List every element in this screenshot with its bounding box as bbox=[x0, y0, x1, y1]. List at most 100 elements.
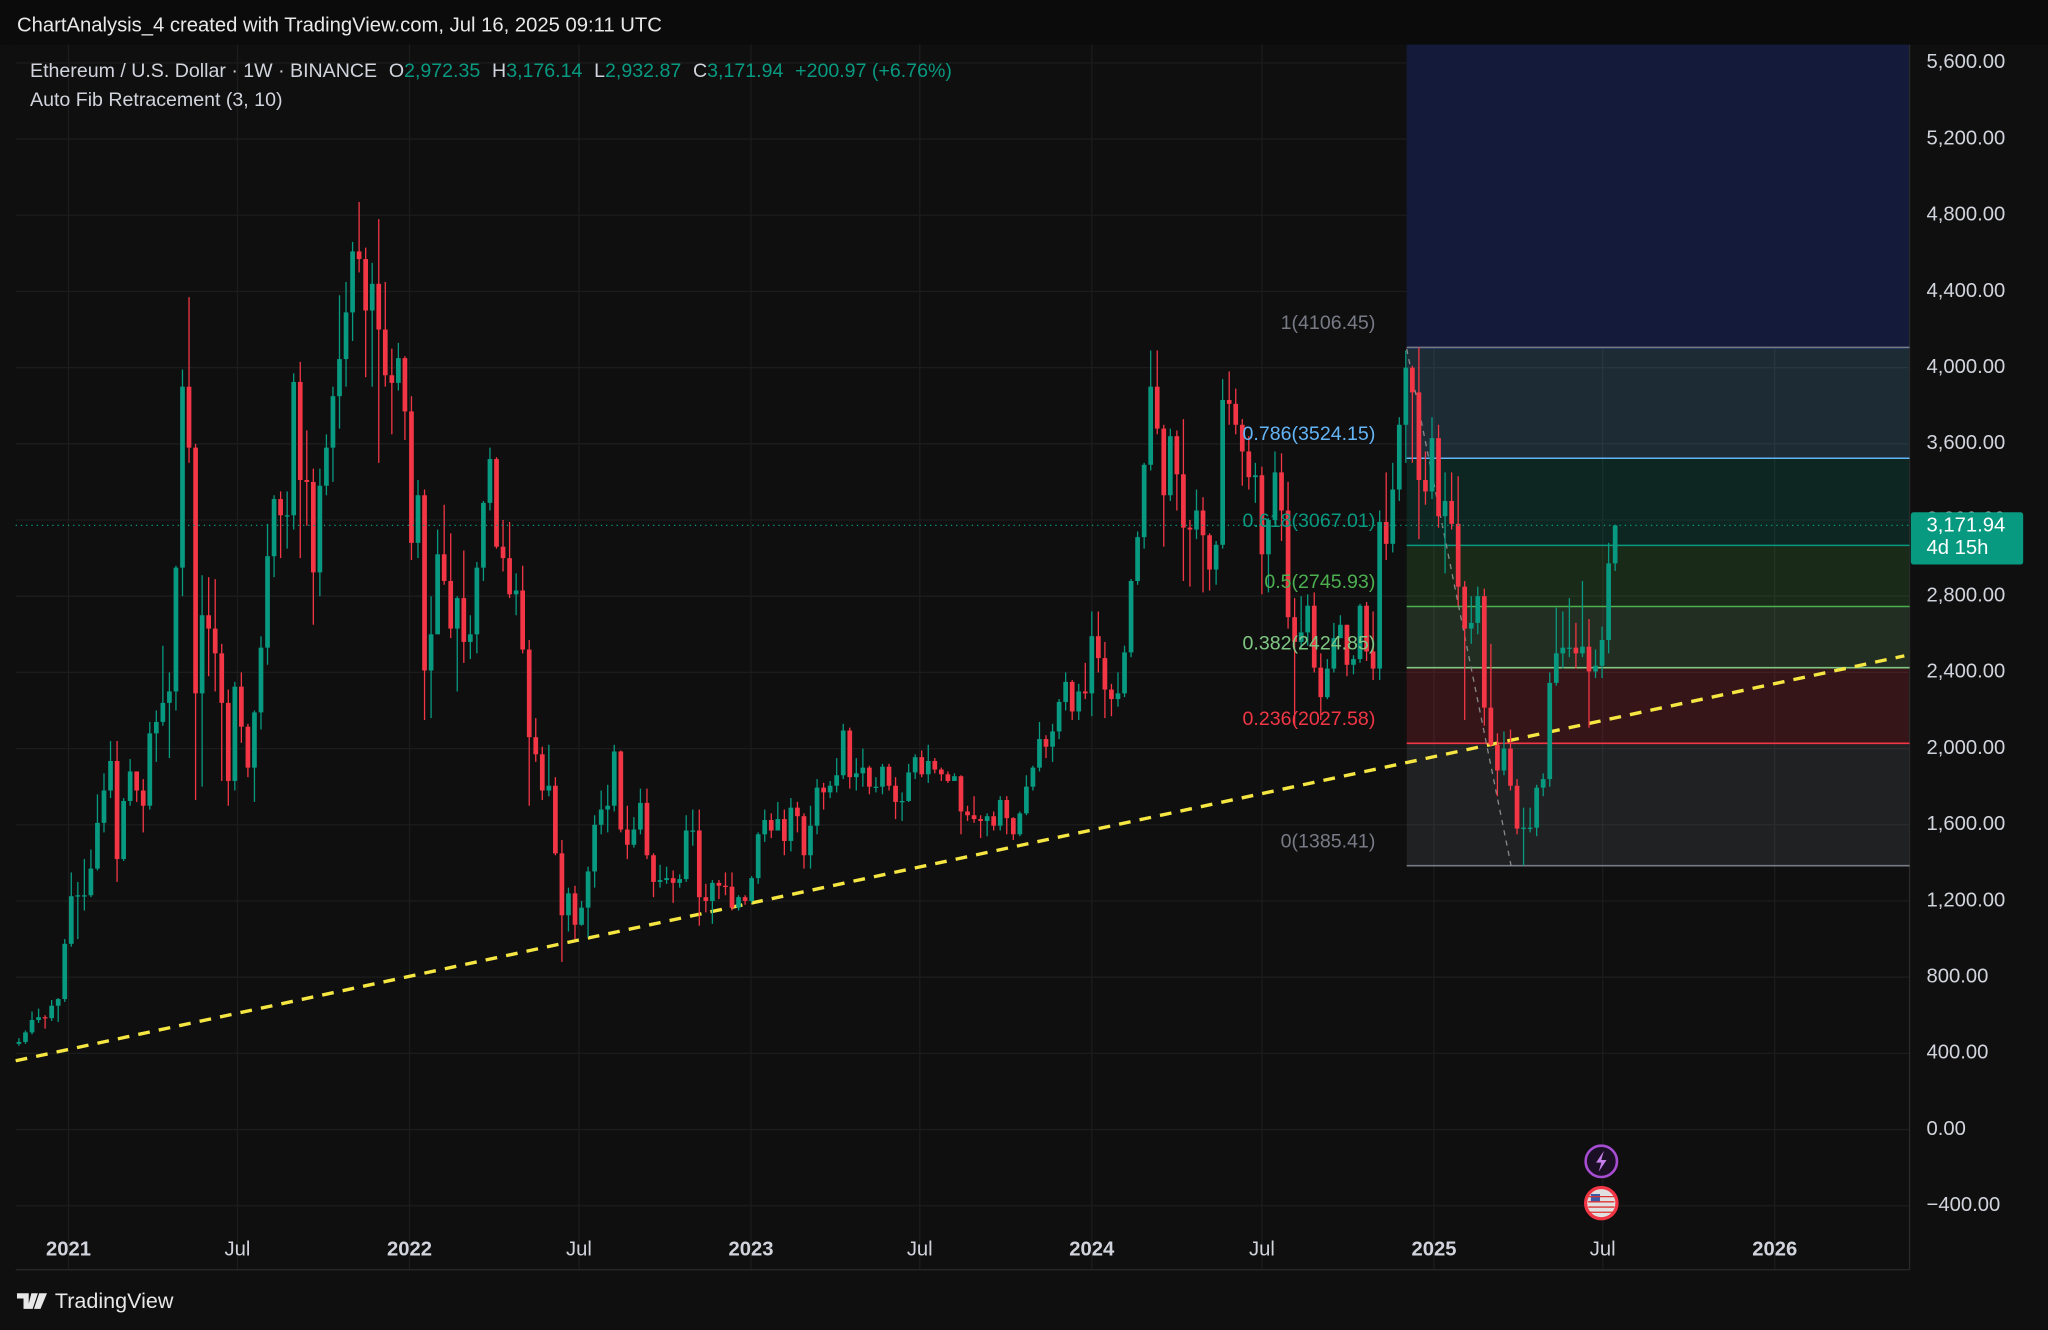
candle-body bbox=[304, 480, 310, 482]
candle-body bbox=[781, 819, 787, 841]
candle-body bbox=[363, 259, 369, 311]
candle-body bbox=[1305, 605, 1311, 633]
candle-body bbox=[696, 830, 702, 898]
candle-body bbox=[971, 815, 977, 820]
candle-body bbox=[1553, 653, 1559, 683]
candle-body bbox=[834, 775, 840, 786]
candle-body bbox=[749, 878, 754, 901]
fib-zone bbox=[1406, 347, 1910, 459]
candle-body bbox=[1383, 521, 1389, 544]
candle-body bbox=[1351, 659, 1356, 665]
legend-line: Ethereum / U.S. Dollar · 1W · BINANCE O 2,… bbox=[30, 60, 952, 82]
candle-body bbox=[199, 615, 205, 694]
candle-body bbox=[278, 499, 283, 516]
candle-body bbox=[965, 811, 970, 816]
candle-body bbox=[1285, 510, 1291, 618]
logo-icon bbox=[16, 1293, 48, 1309]
candle-body bbox=[899, 800, 905, 803]
y-tick-label: 0.00 bbox=[1927, 1118, 1966, 1140]
candle-body bbox=[1213, 544, 1219, 570]
candle-body bbox=[651, 855, 656, 882]
candle-body bbox=[1436, 438, 1441, 517]
last-price-box bbox=[1910, 512, 2024, 565]
ohlc-value: 2,932.87 bbox=[605, 60, 681, 82]
candle-body bbox=[317, 485, 323, 573]
symbol: Ethereum / U.S. Dollar · 1W · BINANCE bbox=[30, 60, 377, 82]
candle-body bbox=[1567, 647, 1572, 649]
candle-body bbox=[180, 386, 185, 568]
candle-body bbox=[906, 772, 911, 801]
candle-body bbox=[690, 830, 696, 832]
event-icon-bolt bbox=[1596, 1150, 1607, 1172]
candle-body bbox=[1403, 367, 1409, 425]
candle-body bbox=[1495, 744, 1500, 771]
candle-body bbox=[801, 816, 807, 856]
candle-body bbox=[55, 999, 61, 1006]
candle-body bbox=[245, 726, 251, 768]
candle-body bbox=[1442, 500, 1448, 517]
candle-body bbox=[827, 785, 833, 793]
candle-body bbox=[1514, 785, 1520, 829]
candle-body bbox=[624, 829, 630, 845]
candle-body bbox=[284, 515, 290, 517]
candle-body bbox=[448, 580, 454, 629]
candle-body bbox=[592, 824, 597, 872]
candle-body bbox=[1109, 689, 1114, 700]
candle-body bbox=[1043, 739, 1049, 747]
candle-body bbox=[167, 691, 172, 703]
candle-body bbox=[193, 447, 198, 694]
header: ChartAnalysis_4 created with TradingView… bbox=[17, 15, 662, 37]
candle-body bbox=[481, 502, 486, 568]
candle-body bbox=[23, 1032, 28, 1042]
candle-body bbox=[206, 615, 212, 629]
candle-body bbox=[618, 751, 624, 830]
candle-body bbox=[1338, 624, 1343, 639]
candle-body bbox=[1017, 813, 1023, 835]
candle-body bbox=[729, 886, 735, 908]
candles bbox=[16, 201, 1618, 1046]
y-tick-label: 3,600.00 bbox=[1927, 432, 2006, 454]
y-tick-label: 400.00 bbox=[1927, 1042, 1989, 1064]
candle-body bbox=[1239, 424, 1245, 452]
x-tick-label: 2024 bbox=[1069, 1238, 1115, 1260]
candle-body bbox=[1508, 748, 1513, 786]
candle-body bbox=[232, 686, 238, 781]
candle-body bbox=[1540, 779, 1546, 788]
y-tick-label: 4,800.00 bbox=[1927, 204, 2006, 226]
candle-body bbox=[1279, 472, 1284, 511]
candle-body bbox=[572, 893, 578, 925]
candle-body bbox=[435, 554, 440, 635]
candle-body bbox=[1318, 667, 1324, 698]
candle-body bbox=[1593, 665, 1598, 672]
fib-label: 0.618(3067.01) bbox=[1243, 510, 1376, 532]
candle-body bbox=[853, 773, 859, 778]
y-tick-label: 4,400.00 bbox=[1927, 280, 2006, 302]
y-tick-label: 1,200.00 bbox=[1927, 889, 2006, 911]
candle-body bbox=[1010, 818, 1016, 835]
candle-body bbox=[997, 800, 1003, 826]
candle-body bbox=[212, 628, 218, 654]
fib-label: 0(1385.41) bbox=[1281, 830, 1376, 852]
candle-body bbox=[337, 359, 342, 397]
candle-body bbox=[526, 649, 532, 738]
candle-body bbox=[1024, 786, 1029, 814]
x-tick-label: 2026 bbox=[1752, 1238, 1797, 1260]
candle-body bbox=[1141, 464, 1147, 538]
candle-body bbox=[494, 459, 499, 547]
candle-body bbox=[454, 598, 460, 629]
x-tick-label: Jul bbox=[907, 1238, 933, 1260]
candle-body bbox=[173, 567, 179, 692]
candle-body bbox=[579, 907, 584, 925]
ohlc-key: O bbox=[389, 60, 404, 82]
candle-body bbox=[16, 1041, 22, 1044]
y-tick-label: 1,600.00 bbox=[1927, 813, 2006, 835]
candle-body bbox=[258, 647, 264, 713]
candle-body bbox=[539, 754, 545, 791]
candle-body bbox=[546, 785, 552, 791]
candle-body bbox=[1154, 386, 1160, 429]
candle-body bbox=[239, 686, 244, 727]
candle-body bbox=[925, 760, 931, 775]
plot-area bbox=[15, 44, 1910, 1270]
change: +200.97 (+6.76%) bbox=[795, 60, 952, 82]
candle-body bbox=[153, 721, 159, 734]
